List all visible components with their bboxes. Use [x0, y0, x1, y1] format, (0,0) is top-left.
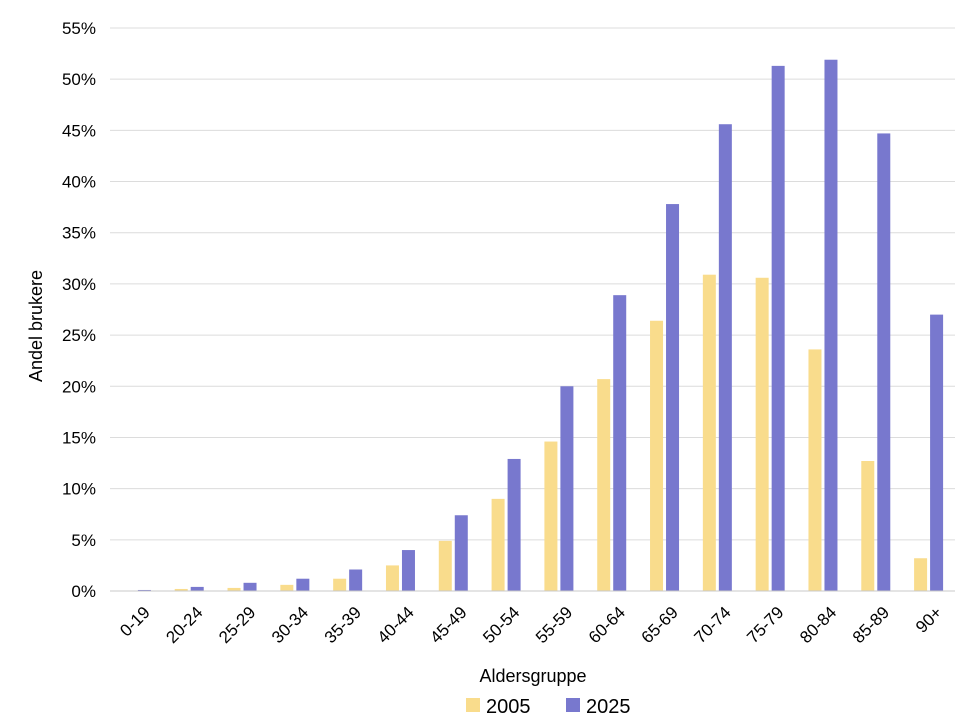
x-tick-label: 35-39 — [321, 603, 365, 647]
y-tick-label: 50% — [62, 70, 96, 89]
bar-2005-70-74 — [702, 274, 716, 591]
bar-2025-45-49 — [454, 515, 468, 591]
y-axis-title: Andel brukere — [26, 270, 46, 382]
y-tick-label: 25% — [62, 326, 96, 345]
bar-2025-35-39 — [349, 569, 363, 591]
x-tick-label: 55-59 — [532, 603, 576, 647]
bar-2025-80-84 — [824, 59, 838, 591]
bar-2005-20-24 — [174, 588, 188, 591]
bar-2005-40-44 — [385, 565, 399, 591]
bar-2025-55-59 — [560, 386, 574, 591]
bar-2005-60-64 — [597, 379, 611, 591]
bar-2005-80-84 — [808, 349, 822, 591]
y-tick-label: 20% — [62, 377, 96, 396]
bar-2005-30-34 — [280, 584, 294, 591]
bar-2025-40-44 — [401, 550, 415, 591]
x-tick-label: 90+ — [912, 603, 946, 637]
x-tick-label: 20-24 — [162, 603, 206, 647]
gridlines — [110, 27, 955, 541]
bar-2005-45-49 — [438, 540, 452, 591]
bar-2025-60-64 — [613, 295, 627, 591]
x-tick-label: 25-29 — [215, 603, 259, 647]
y-tick-label: 30% — [62, 275, 96, 294]
bar-2025-25-29 — [243, 582, 257, 591]
y-tick-label: 35% — [62, 224, 96, 243]
bar-2025-0-19 — [137, 589, 151, 591]
bar-2005-65-69 — [650, 320, 664, 591]
legend-swatch-2025 — [566, 698, 580, 712]
y-axis-ticks: 0% 5% 10% 15% 20% 25% 30% 35% 40% 45% 50% 55% — [62, 19, 96, 601]
y-tick-label: 15% — [62, 428, 96, 447]
x-tick-label: 60-64 — [585, 603, 629, 647]
bars — [121, 59, 944, 592]
bar-2005-75-79 — [755, 277, 769, 591]
legend-swatch-2005 — [466, 698, 480, 712]
bar-2025-20-24 — [190, 586, 204, 591]
x-tick-label: 85-89 — [849, 603, 893, 647]
legend-label: 2005 — [486, 696, 531, 718]
y-tick-label: 5% — [71, 531, 96, 550]
y-tick-label: 10% — [62, 480, 96, 499]
x-tick-label: 70-74 — [690, 603, 734, 647]
bar-2025-90+ — [930, 314, 944, 591]
x-tick-label: 40-44 — [374, 603, 418, 647]
legend: 2005 2025 — [466, 696, 631, 718]
bar-2025-70-74 — [718, 124, 732, 592]
x-tick-label: 65-69 — [638, 603, 682, 647]
x-tick-label: 75-79 — [743, 603, 787, 647]
bar-2025-85-89 — [877, 133, 891, 591]
x-tick-label: 80-84 — [796, 603, 840, 647]
bar-2005-50-54 — [491, 498, 505, 591]
x-tick-label: 0-19 — [116, 603, 153, 640]
bar-2025-30-34 — [296, 578, 310, 591]
x-axis-title: Aldersgruppe — [479, 666, 586, 686]
bar-2025-75-79 — [771, 65, 785, 592]
x-axis-ticks: 0-19 20-24 25-29 30-34 35-39 40-44 45-49 50-54 5… — [116, 603, 946, 647]
bar-2005-35-39 — [333, 578, 347, 591]
legend-label: 2025 — [586, 696, 631, 718]
bar-2005-90+ — [914, 558, 928, 591]
y-tick-label: 55% — [62, 19, 96, 38]
x-tick-label: 45-49 — [426, 603, 470, 647]
x-tick-label: 30-34 — [268, 603, 312, 647]
y-tick-label: 45% — [62, 121, 96, 140]
bar-2005-55-59 — [544, 441, 558, 591]
bar-2005-25-29 — [227, 587, 241, 591]
bar-2025-50-54 — [507, 458, 521, 591]
bar-2025-65-69 — [666, 204, 680, 591]
bar-2005-85-89 — [861, 460, 875, 591]
y-tick-label: 0% — [71, 582, 96, 601]
x-tick-label: 50-54 — [479, 603, 523, 647]
y-tick-label: 40% — [62, 173, 96, 192]
